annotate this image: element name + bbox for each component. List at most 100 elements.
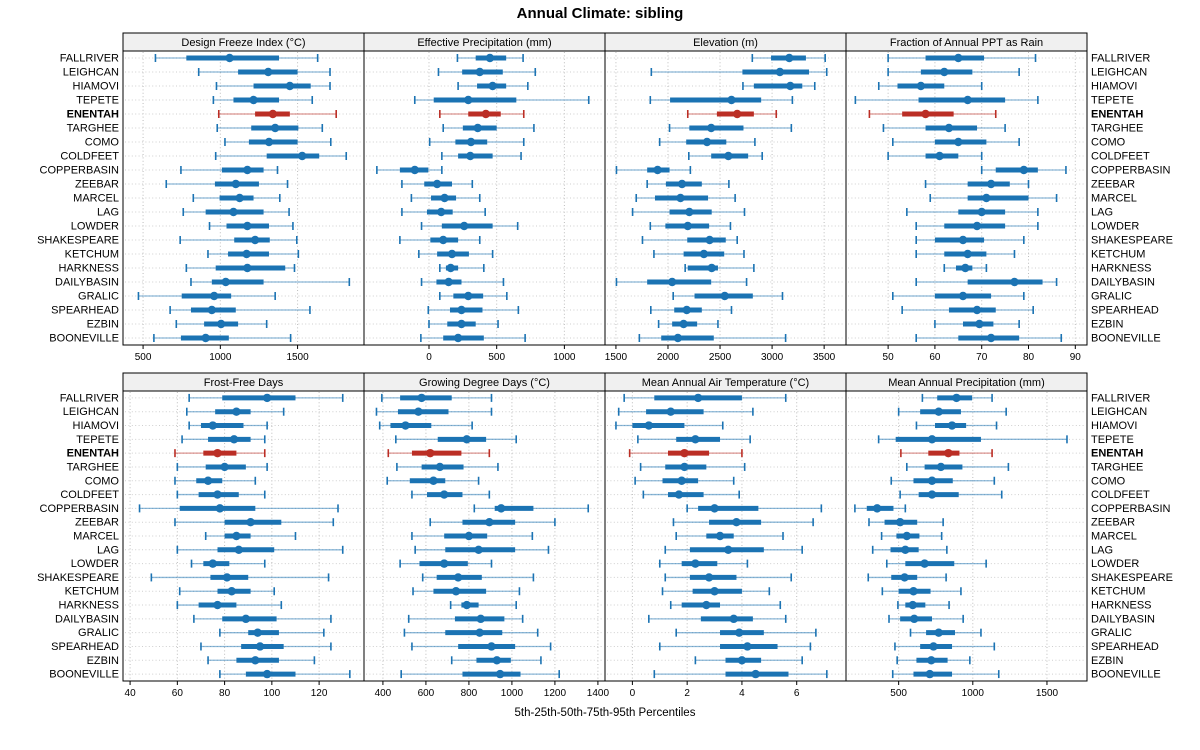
percentile-marker <box>658 642 812 651</box>
percentile-marker <box>439 109 525 119</box>
median-dot <box>268 109 278 119</box>
site-label-left: ZEEBAR <box>75 179 119 191</box>
median-dot <box>902 531 912 541</box>
median-dot <box>775 67 785 77</box>
median-dot <box>934 628 943 637</box>
median-dot <box>466 151 475 161</box>
percentile-marker <box>906 462 1010 472</box>
percentile-marker <box>657 319 719 329</box>
percentile-marker <box>428 137 525 147</box>
site-label-left: LAG <box>97 207 119 219</box>
median-dot <box>920 559 929 568</box>
site-label-right: COPPERBASIN <box>1091 165 1171 177</box>
panel-title: Frost-Free Days <box>204 377 284 389</box>
median-dot <box>462 600 471 610</box>
percentile-marker <box>441 151 522 161</box>
panel-4: Frost-Free Days 40 60 80 100 120 <box>122 372 365 699</box>
site-label-left: COPPERBASIN <box>40 165 120 177</box>
median-dot <box>699 249 709 259</box>
percentile-marker <box>450 656 542 665</box>
panel-title: Growing Degree Days (°C) <box>419 377 550 389</box>
percentile-marker <box>877 435 1068 444</box>
percentile-marker <box>420 277 505 287</box>
site-label-left: EZBIN <box>87 655 119 667</box>
median-dot <box>453 573 463 582</box>
percentile-marker <box>751 53 826 63</box>
site-label-right: LAG <box>1091 207 1113 219</box>
panel-5: Growing Degree Days (°C) 400 600 800 1000 120… <box>363 372 609 699</box>
median-dot <box>235 193 244 203</box>
median-dot <box>916 81 926 91</box>
median-dot <box>909 587 918 596</box>
site-label-right: TARGHEE <box>1091 123 1143 135</box>
median-dot <box>710 587 719 596</box>
panel-title: Fraction of Annual PPT as Rain <box>890 37 1043 49</box>
site-label-left: MARCEL <box>73 531 119 543</box>
median-dot <box>929 642 938 651</box>
site-label-right: LAG <box>1091 544 1113 556</box>
axis-tick-label: 400 <box>375 688 392 699</box>
percentile-marker <box>684 263 755 273</box>
site-label-right: MARCEL <box>1091 193 1137 205</box>
percentile-marker <box>180 165 279 175</box>
axis-tick-label: 90 <box>1070 352 1082 363</box>
percentile-marker <box>915 221 1039 231</box>
percentiles-caption: 5th-25th-50th-75th-95th Percentiles <box>514 707 696 719</box>
median-dot <box>440 193 449 203</box>
axis-tick-label: 60 <box>929 352 941 363</box>
site-label-right: BOONEVILLE <box>1091 333 1161 345</box>
median-dot <box>488 81 497 91</box>
percentile-marker <box>386 476 480 485</box>
site-label-left: SPEARHEAD <box>51 641 119 653</box>
percentile-marker <box>906 207 1039 217</box>
percentile-marker <box>421 573 535 582</box>
percentile-marker <box>427 305 520 315</box>
median-dot <box>954 53 963 63</box>
axis-tick-label: 2500 <box>709 352 732 363</box>
median-dot <box>462 435 471 444</box>
site-label-right: ENENTAH <box>1091 109 1143 121</box>
percentile-marker <box>376 165 443 175</box>
percentile-marker <box>403 628 539 637</box>
percentile-marker <box>891 291 1025 301</box>
percentile-marker <box>929 193 1058 203</box>
percentile-marker <box>224 137 332 147</box>
median-dot <box>475 628 484 637</box>
site-label-right: KETCHUM <box>1091 586 1145 598</box>
site-label-right: LEIGHCAN <box>1091 67 1147 79</box>
median-dot <box>417 393 426 403</box>
percentile-marker <box>174 476 257 485</box>
percentile-marker <box>897 600 950 610</box>
percentile-marker <box>200 642 332 651</box>
site-label-right: HARKNESS <box>1091 263 1152 275</box>
median-dot <box>231 179 240 189</box>
percentile-marker <box>176 600 283 610</box>
percentile-marker <box>915 333 1063 343</box>
axis-tick-label: 1000 <box>962 688 985 699</box>
median-dot <box>232 407 241 416</box>
site-label-left: KETCHUM <box>65 249 119 261</box>
median-dot <box>732 517 741 527</box>
median-dot <box>229 435 239 444</box>
percentile-marker <box>175 319 268 329</box>
percentile-marker <box>207 656 316 665</box>
median-dot <box>492 656 502 665</box>
axis-tick-label: 800 <box>461 688 478 699</box>
site-label-right: ZEEBAR <box>1091 179 1135 191</box>
percentile-marker <box>642 490 740 499</box>
median-dot <box>680 462 689 472</box>
median-dot <box>674 490 684 499</box>
median-dot <box>466 137 476 147</box>
axis-tick-label: 2 <box>684 688 690 699</box>
median-dot <box>246 517 255 527</box>
percentile-marker <box>378 421 473 430</box>
median-dot <box>209 291 219 301</box>
median-dot <box>954 137 963 147</box>
percentile-marker <box>381 393 493 403</box>
percentile-marker <box>615 277 748 287</box>
median-dot <box>242 249 251 259</box>
median-dot <box>476 614 485 624</box>
percentile-marker <box>668 123 793 133</box>
median-dot <box>961 263 970 273</box>
site-label-right: COLDFEET <box>1091 151 1150 163</box>
